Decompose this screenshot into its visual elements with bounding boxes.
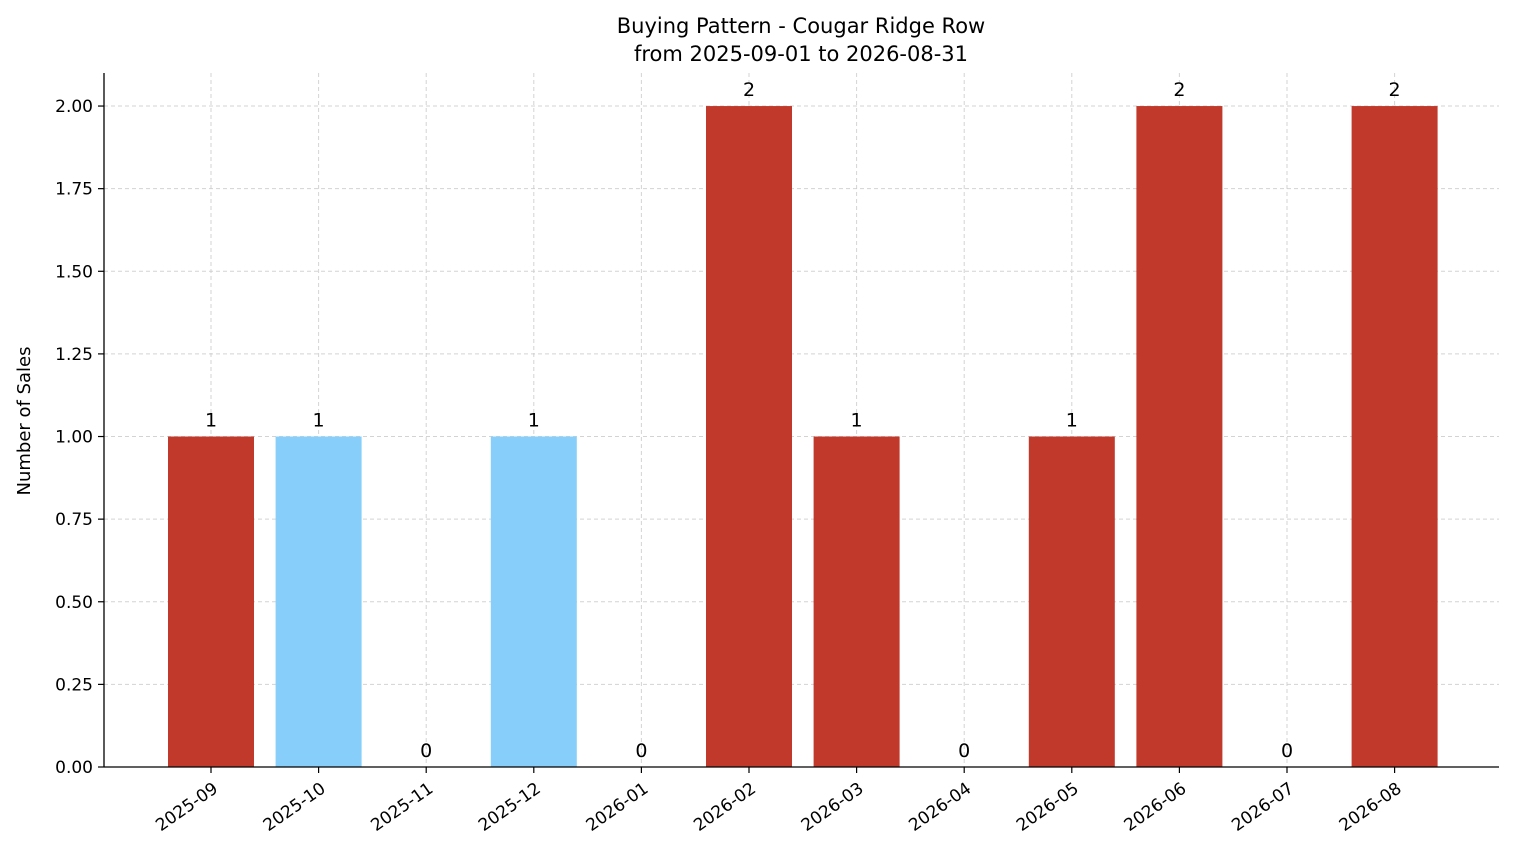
- x-tick-label: 2026-05: [1013, 779, 1083, 836]
- bar-2026-06: [1136, 106, 1223, 768]
- value-label-2025-12: 1: [528, 410, 540, 432]
- bar-2026-03: [813, 436, 900, 767]
- x-tick-label: 2025-09: [152, 779, 222, 836]
- x-ticks-layer: 2025-09 2025-10 2025-11 2025-12 2026-01 2026-…: [152, 767, 1405, 836]
- value-label-2025-09: 1: [205, 410, 217, 432]
- y-axis-label: Number of Sales: [14, 346, 35, 495]
- bars-layer: [168, 106, 1438, 768]
- value-label-2026-08: 2: [1389, 79, 1401, 101]
- x-tick-label: 2025-11: [367, 779, 437, 836]
- x-tick-label: 2026-02: [690, 779, 760, 836]
- value-label-2026-03: 1: [851, 410, 863, 432]
- x-tick-label: 2026-01: [583, 779, 653, 836]
- chart-title: Buying Pattern - Cougar Ridge Row: [617, 14, 985, 38]
- value-label-2026-02: 2: [743, 79, 755, 101]
- value-label-2025-10: 1: [313, 410, 325, 432]
- bar-2025-10: [275, 436, 362, 767]
- bar-2025-12: [490, 436, 577, 767]
- bar-2026-05: [1028, 436, 1115, 767]
- value-label-2026-05: 1: [1066, 410, 1078, 432]
- value-label-2026-04: 0: [958, 740, 970, 762]
- bar-2026-08: [1351, 106, 1438, 768]
- x-tick-label: 2026-08: [1336, 779, 1406, 836]
- x-tick-label: 2026-04: [905, 779, 975, 836]
- y-tick-label: 1.00: [55, 428, 93, 448]
- y-tick-label: 1.75: [55, 180, 93, 200]
- x-tick-label: 2026-03: [798, 779, 868, 836]
- y-tick-label: 1.25: [55, 345, 93, 365]
- value-label-2025-11: 0: [420, 740, 432, 762]
- bar-2025-09: [168, 436, 254, 767]
- value-labels-layer: 1 1 0 1 0 2 1 0 1 2 0 2: [205, 79, 1401, 762]
- value-label-2026-01: 0: [635, 740, 647, 762]
- y-tick-label: 2.00: [55, 97, 93, 117]
- x-tick-label: 2026-06: [1121, 779, 1191, 836]
- y-tick-label: 0.25: [55, 675, 93, 695]
- x-tick-label: 2025-10: [260, 779, 330, 836]
- bar-2026-02: [706, 106, 792, 768]
- y-tick-label: 0.50: [55, 593, 93, 613]
- y-tick-label: 0.00: [55, 758, 93, 778]
- x-tick-label: 2025-12: [475, 779, 545, 836]
- value-label-2026-07: 0: [1281, 740, 1293, 762]
- chart-subtitle: from 2025-09-01 to 2026-08-31: [634, 42, 968, 66]
- y-ticks-layer: 0.00 0.25 0.50 0.75 1.00 1.25 1.50 1.75 2.00: [55, 97, 104, 778]
- y-tick-label: 1.50: [55, 262, 93, 282]
- value-label-2026-06: 2: [1173, 79, 1185, 101]
- y-tick-label: 0.75: [55, 510, 93, 530]
- x-tick-label: 2026-07: [1228, 779, 1298, 836]
